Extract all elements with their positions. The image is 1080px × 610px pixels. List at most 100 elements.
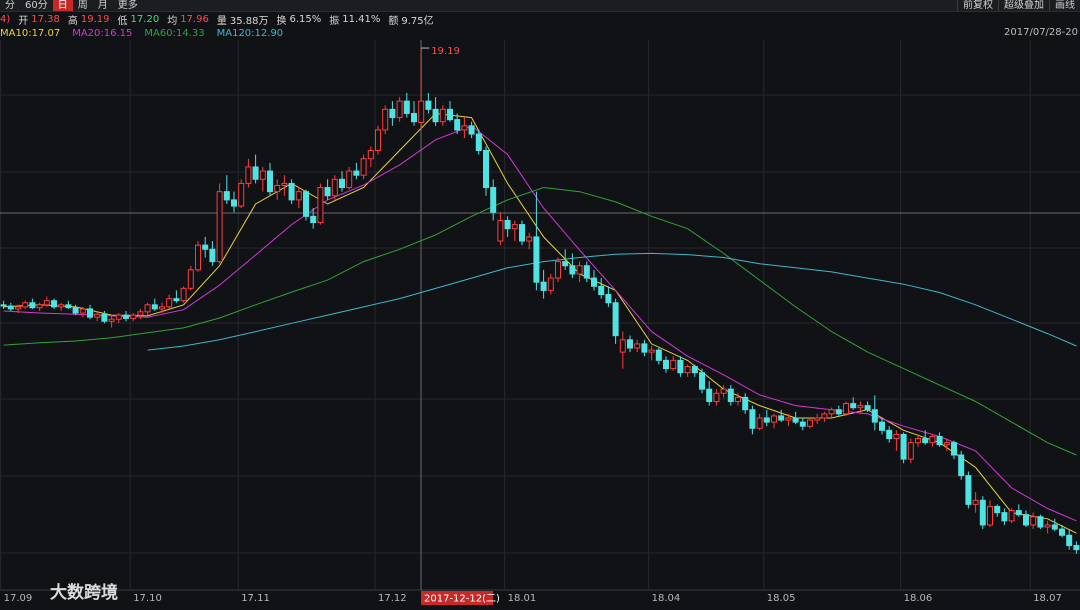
candle-body bbox=[173, 298, 180, 302]
candle-body bbox=[360, 158, 367, 176]
candle-body bbox=[807, 419, 813, 427]
candle-body bbox=[641, 343, 648, 353]
candle-body bbox=[159, 306, 165, 310]
period-tab[interactable]: 更多 bbox=[117, 0, 138, 11]
stat-label: 量 bbox=[216, 15, 227, 27]
stat-value: 6.15% bbox=[289, 13, 322, 25]
candle-body bbox=[331, 178, 338, 197]
candle-body bbox=[677, 359, 684, 374]
candle-body bbox=[864, 405, 871, 411]
candle-body bbox=[1051, 524, 1058, 530]
candle-body bbox=[238, 182, 245, 207]
period-tab[interactable]: 分 bbox=[5, 0, 15, 11]
candle-body bbox=[468, 125, 475, 135]
candle-body bbox=[1030, 516, 1037, 526]
ma-legend-entry: MA10:17.07 bbox=[0, 27, 61, 39]
x-tick-label: 18.01 bbox=[508, 593, 537, 604]
candle-body bbox=[605, 294, 612, 304]
candle-body bbox=[475, 133, 482, 152]
ma-line bbox=[147, 252, 1077, 351]
candle-body bbox=[893, 433, 900, 440]
candle-body bbox=[418, 100, 425, 124]
candle-body bbox=[511, 224, 518, 230]
stats-bar: 4) 开 17.38 高 19.19 低 17.20 均 17.96 量 35.88万换 6.15% 振… bbox=[0, 12, 1080, 27]
candle-body bbox=[231, 199, 237, 207]
candle-body bbox=[763, 417, 770, 423]
candle-body bbox=[627, 339, 633, 349]
candle-body bbox=[936, 435, 943, 446]
tool-button[interactable]: 超级叠加 bbox=[998, 0, 1049, 11]
candle-body bbox=[879, 421, 885, 431]
candle-body bbox=[735, 396, 741, 403]
candle-body bbox=[958, 454, 965, 477]
stat-label: 高 bbox=[67, 15, 78, 27]
candle-body bbox=[799, 421, 806, 427]
candle-body bbox=[267, 170, 273, 193]
candle-body bbox=[1059, 528, 1065, 536]
candle-body bbox=[785, 417, 792, 421]
candle-body bbox=[245, 166, 252, 184]
candle-body bbox=[432, 108, 439, 123]
candle-body bbox=[691, 366, 698, 374]
candle-body bbox=[526, 236, 533, 242]
candle-body bbox=[7, 305, 14, 310]
candle-body bbox=[576, 265, 583, 275]
candle-body bbox=[65, 304, 72, 309]
candle-body bbox=[663, 359, 669, 370]
candle-body bbox=[922, 438, 929, 444]
stat-label: 振 bbox=[329, 15, 340, 27]
x-tick-label: 17.09 bbox=[4, 593, 33, 604]
watermark: 大数跨境 bbox=[50, 583, 118, 603]
period-tab[interactable]: 周 bbox=[77, 0, 88, 11]
candle-body bbox=[180, 287, 187, 302]
candle-body bbox=[814, 417, 821, 421]
stat-value: 17.96 bbox=[180, 13, 209, 25]
candle-body bbox=[749, 409, 756, 429]
candle-body bbox=[51, 300, 57, 308]
candle-body bbox=[547, 277, 554, 291]
period-tab[interactable]: 月 bbox=[97, 0, 108, 11]
candle-body bbox=[87, 308, 93, 318]
tool-group: 前复权 超级叠加 画线 bbox=[957, 0, 1080, 11]
candle-body bbox=[144, 304, 151, 313]
candle-body bbox=[339, 178, 345, 189]
candle-body bbox=[871, 409, 878, 423]
candle-body bbox=[15, 306, 21, 310]
period-tab[interactable]: 日 bbox=[52, 0, 73, 11]
x-tick-label: 17.10 bbox=[133, 593, 162, 604]
candle-body bbox=[915, 438, 921, 444]
ma-legend-entry: MA60:14.33 bbox=[144, 27, 205, 39]
candle-body bbox=[555, 261, 561, 279]
candle-body bbox=[439, 108, 446, 123]
candle-body bbox=[123, 314, 129, 319]
date-range: 2017/07/28-20 bbox=[1004, 27, 1078, 38]
crosshair-date: 2017-12-12(二) bbox=[424, 594, 500, 605]
candle-body bbox=[943, 442, 950, 446]
candle-body bbox=[583, 265, 590, 279]
candle-body bbox=[0, 304, 7, 307]
candle-body bbox=[403, 100, 410, 114]
candle-body bbox=[634, 343, 641, 349]
candle-body bbox=[1073, 545, 1080, 551]
candle-body bbox=[130, 314, 137, 319]
candle-body bbox=[857, 405, 864, 409]
candle-body bbox=[994, 505, 1001, 514]
candle-body bbox=[396, 100, 403, 119]
candle-body bbox=[367, 150, 374, 160]
tool-button[interactable]: 前复权 bbox=[957, 0, 998, 11]
stats-prefix: 4) bbox=[0, 13, 11, 25]
candle-body bbox=[972, 499, 979, 505]
stat-value: 35.88万 bbox=[229, 15, 269, 27]
period-tab[interactable]: 60分 bbox=[25, 0, 48, 11]
candle-body bbox=[850, 403, 857, 409]
tool-button[interactable]: 画线 bbox=[1049, 0, 1080, 11]
crosshair-date-box bbox=[421, 591, 493, 605]
candle-body bbox=[619, 339, 626, 353]
candle-body bbox=[115, 314, 122, 320]
candle-body bbox=[965, 475, 972, 505]
candle-body bbox=[166, 298, 173, 308]
candle-body bbox=[519, 224, 525, 242]
x-tick-label: 17.11 bbox=[241, 593, 270, 604]
candle-body bbox=[346, 170, 353, 189]
